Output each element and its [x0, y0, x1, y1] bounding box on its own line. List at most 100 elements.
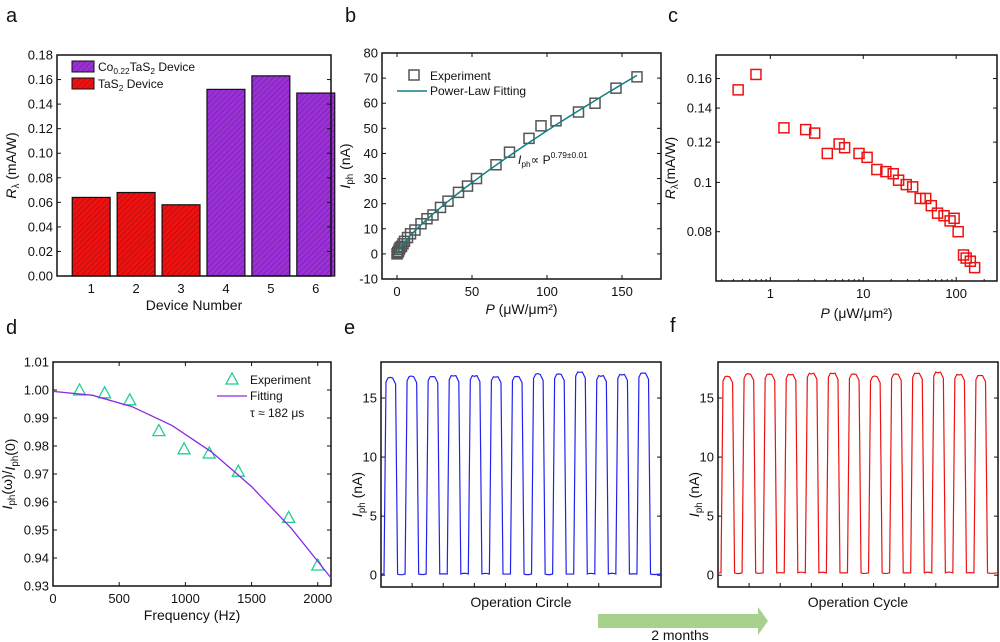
data-point	[231, 463, 246, 477]
plot-frame-c	[715, 54, 998, 282]
panel-label-a: a	[6, 5, 18, 27]
x-tick-label-d: 0	[49, 591, 56, 606]
y-tick-label-d: 0.98	[24, 439, 49, 454]
x-tick-label-c: 10	[856, 286, 870, 301]
y-tick-label-d: 1.00	[24, 383, 49, 398]
y-tick-label-e: 0	[370, 568, 377, 583]
x-tick-label-c: 100	[945, 286, 967, 301]
data-point	[957, 249, 970, 261]
data-point	[398, 235, 411, 248]
data-point	[944, 215, 956, 227]
data-point	[631, 71, 643, 83]
data-point	[861, 151, 873, 164]
panel-label-f: f	[670, 315, 676, 337]
y-tick-label-b: 20	[364, 196, 378, 211]
x-tick-label-a: 3	[177, 281, 184, 296]
y-tick-label-d: 0.97	[24, 467, 49, 482]
y-tick-label-a: 0.06	[28, 195, 53, 210]
y-tick-label-c: 0.08	[687, 224, 712, 239]
data-point	[900, 178, 912, 191]
data-point	[434, 201, 447, 214]
data-point	[151, 423, 166, 437]
y-tick-label-d: 1.01	[24, 355, 49, 370]
data-point	[535, 120, 547, 132]
x-axis-label-e: Operation Circle	[470, 594, 571, 610]
x-axis-label-b: P (μW/μm²)	[485, 301, 557, 317]
plot-frame-e	[380, 361, 662, 588]
panel-label-b: b	[345, 5, 356, 27]
y-tick-label-a: 0.14	[28, 97, 53, 112]
legend-marker	[224, 371, 240, 385]
y-tick-label-b: 30	[364, 171, 378, 186]
x-tick-label-c: 1	[767, 286, 774, 301]
y-tick-label-d: 0.94	[24, 551, 49, 566]
y-tick-label-b: 50	[364, 121, 378, 136]
data-point	[871, 163, 883, 176]
legend-label: Co0.22TaS2 Device	[98, 60, 195, 76]
y-tick-label-e: 15	[363, 391, 377, 406]
x-axis-label-f: Operation Cycle	[808, 594, 909, 610]
y-tick-label-f: 5	[707, 509, 714, 524]
y-axis-label-f: Iph (nA)	[686, 472, 705, 517]
legend-label: Fitting	[250, 389, 283, 403]
y-tick-label-c: 0.12	[687, 135, 712, 150]
x-tick-label-d: 1000	[171, 591, 200, 606]
tau-annotation: τ ≈ 182 μs	[250, 406, 304, 420]
y-tick-label-a: 0.16	[28, 72, 53, 87]
y-tick-label-d: 0.96	[24, 495, 49, 510]
panel-label-d: d	[6, 317, 17, 339]
y-axis-label-a: Rλ (mA/W)	[3, 132, 22, 198]
data-point	[906, 181, 919, 193]
x-tick-label-a: 1	[88, 281, 95, 296]
y-tick-label-b: 10	[364, 221, 378, 236]
y-tick-label-c: 0.14	[687, 101, 712, 116]
bar	[206, 88, 246, 277]
x-tick-label-a: 2	[132, 281, 139, 296]
y-tick-label-e: 10	[363, 450, 377, 465]
legend-label: Experiment	[430, 69, 491, 83]
data-point	[202, 445, 217, 459]
plot-frame-a	[56, 54, 332, 277]
data-point	[821, 147, 834, 160]
time-arrow-label: 2 months	[651, 627, 709, 642]
y-tick-label-b: -10	[359, 272, 378, 287]
y-tick-label-c: 0.1	[694, 175, 712, 190]
y-axis-label-b: Iph (nA)	[337, 143, 356, 188]
legend-label: Power-Law Fitting	[430, 84, 526, 98]
y-tick-label-a: 0.02	[28, 244, 53, 259]
bar	[71, 196, 111, 277]
legend-label: Experiment	[250, 373, 311, 387]
data-point	[470, 172, 483, 185]
data-point	[401, 231, 414, 244]
data-point	[427, 209, 439, 221]
data-point	[72, 382, 87, 396]
y-tick-label-d: 0.99	[24, 411, 49, 426]
legend-marker	[408, 69, 420, 81]
y-tick-label-b: 40	[364, 146, 378, 161]
y-axis-label-e: Iph (nA)	[349, 472, 368, 517]
data-point	[880, 165, 892, 178]
data-point	[732, 84, 744, 96]
y-tick-label-f: 15	[700, 391, 714, 406]
data-point	[750, 68, 762, 81]
bar	[161, 204, 201, 277]
data-point	[610, 82, 622, 94]
data-point	[461, 180, 474, 192]
x-tick-label-b: 0	[393, 284, 400, 299]
data-point	[421, 212, 433, 225]
y-tick-label-a: 0.00	[28, 269, 53, 284]
y-tick-label-a: 0.12	[28, 121, 53, 136]
data-point	[931, 207, 944, 219]
legend-swatch	[71, 60, 95, 73]
fit-line	[52, 390, 332, 579]
time-arrow	[598, 607, 768, 635]
x-tick-label-a: 4	[222, 281, 229, 296]
data-point	[281, 510, 296, 524]
x-tick-label-a: 5	[267, 281, 274, 296]
data-point	[799, 123, 812, 136]
y-tick-label-b: 0	[371, 246, 378, 261]
data-point	[572, 106, 585, 118]
x-tick-label-b: 50	[465, 284, 479, 299]
x-axis-label-c: P (μW/μm²)	[820, 305, 892, 321]
